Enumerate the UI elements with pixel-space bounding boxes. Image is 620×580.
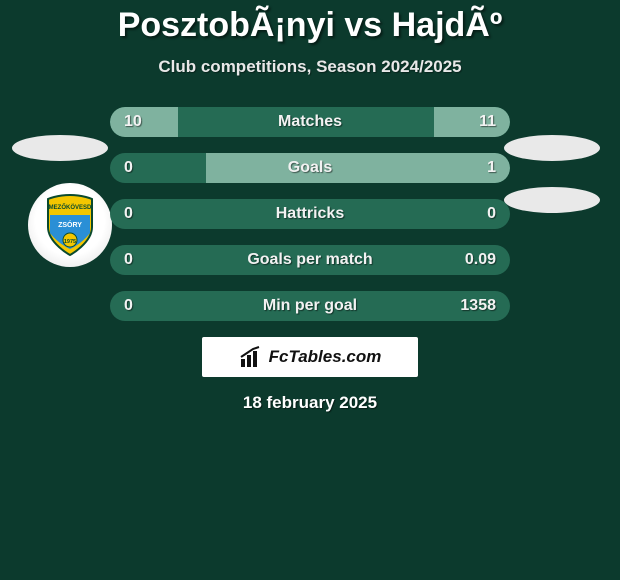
- stat-value-right: 1: [390, 159, 510, 177]
- stat-value-left: 0: [110, 159, 230, 177]
- stat-row: 0Goals per match0.09: [110, 245, 510, 275]
- avatar-placeholder-right: [504, 135, 600, 161]
- stat-value-left: 0: [110, 205, 230, 223]
- stat-bars: 10Matches110Goals10Hattricks00Goals per …: [110, 107, 510, 321]
- shield-icon: MEZŐKÖVESD ZSÓRY 1975: [43, 193, 97, 257]
- club-badge-left: MEZŐKÖVESD ZSÓRY 1975: [28, 183, 112, 267]
- club-placeholder-right: [504, 187, 600, 213]
- stat-value-left: 0: [110, 251, 230, 269]
- watermark: FcTables.com: [202, 337, 418, 377]
- watermark-text: FcTables.com: [269, 347, 382, 367]
- bars-icon: [239, 345, 263, 369]
- stat-value-right: 0: [390, 205, 510, 223]
- stat-row: 0Min per goal1358: [110, 291, 510, 321]
- badge-year: 1975: [64, 239, 76, 245]
- stat-row: 10Matches11: [110, 107, 510, 137]
- date-label: 18 february 2025: [0, 393, 620, 413]
- stat-value-left: 10: [110, 113, 230, 131]
- stat-row: 0Hattricks0: [110, 199, 510, 229]
- stat-label: Matches: [230, 113, 390, 131]
- comparison-panel: MEZŐKÖVESD ZSÓRY 1975 10Matches110Goals1…: [0, 107, 620, 413]
- badge-top-text: MEZŐKÖVESD: [49, 204, 92, 211]
- stat-label: Goals: [230, 159, 390, 177]
- stat-value-left: 0: [110, 297, 230, 315]
- page-title: PosztobÃ¡nyi vs HajdÃº: [0, 0, 620, 45]
- stat-label: Goals per match: [230, 251, 390, 269]
- subtitle: Club competitions, Season 2024/2025: [0, 57, 620, 77]
- stat-value-right: 0.09: [390, 251, 510, 269]
- avatar-placeholder-left: [12, 135, 108, 161]
- stat-label: Min per goal: [230, 297, 390, 315]
- badge-mid-text: ZSÓRY: [58, 220, 82, 229]
- stat-value-right: 11: [390, 113, 510, 131]
- stat-label: Hattricks: [230, 205, 390, 223]
- stat-row: 0Goals1: [110, 153, 510, 183]
- stat-value-right: 1358: [390, 297, 510, 315]
